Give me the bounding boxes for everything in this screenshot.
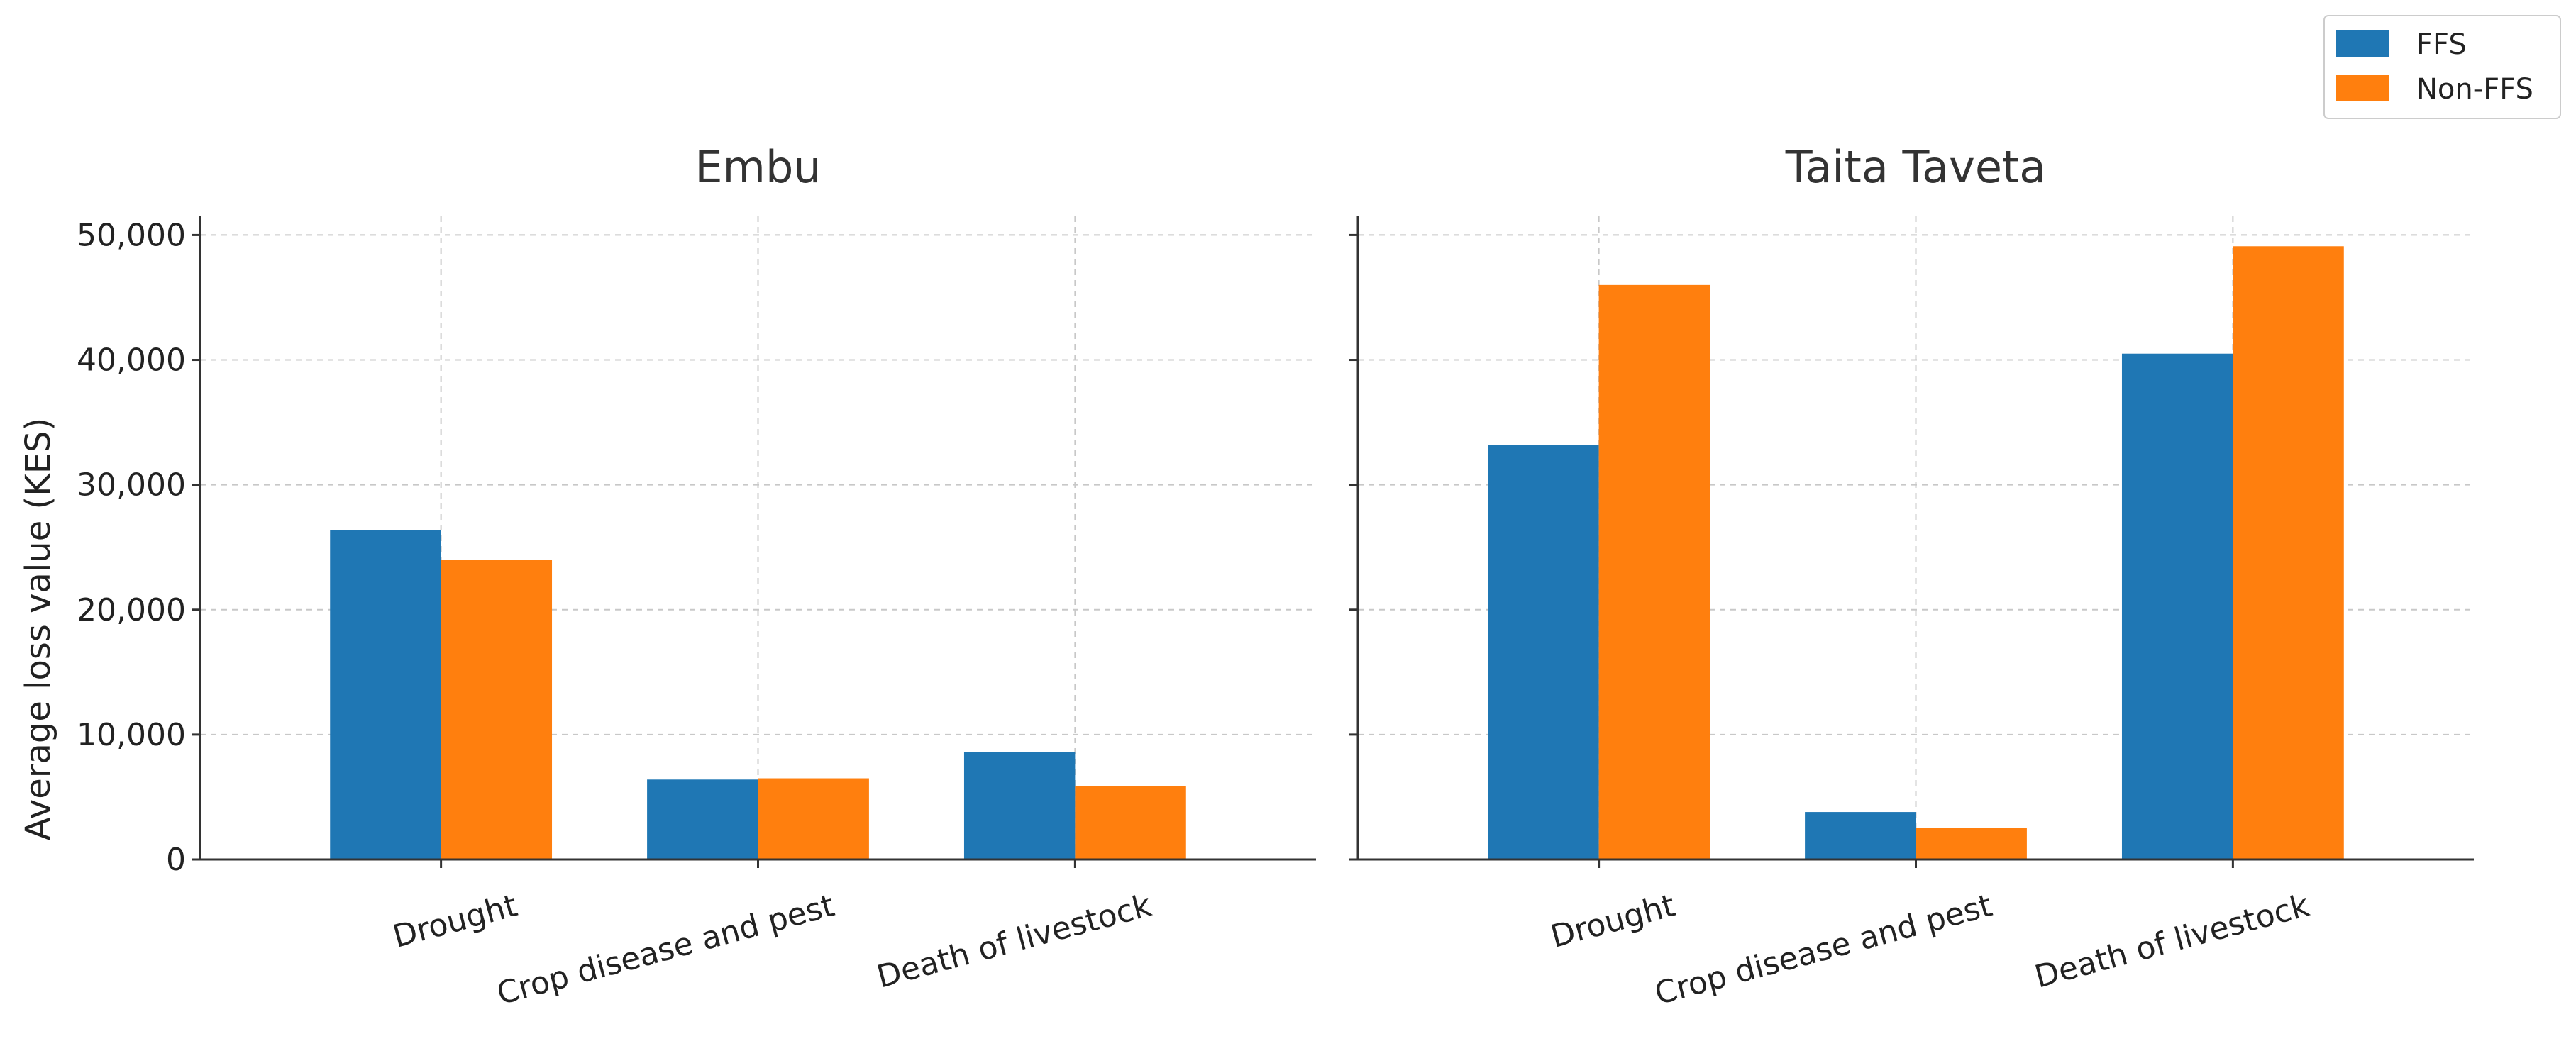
legend: FFS Non-FFS	[2323, 15, 2561, 119]
x-tick-label-crop-disease-and-pest: Crop disease and pest	[1651, 887, 1996, 1012]
bar-non-ffs-crop-disease-and-pest	[758, 778, 869, 859]
panel-title: Embu	[695, 141, 821, 193]
y-tick-label: 40,000	[77, 343, 186, 379]
bar-ffs-death-of-livestock	[963, 752, 1076, 859]
y-tick-label: 20,000	[77, 592, 186, 628]
y-tick-label: 10,000	[77, 717, 186, 753]
bar-ffs-crop-disease-and-pest	[647, 779, 758, 859]
legend-label-ffs: FFS	[2416, 28, 2467, 61]
panel-embu: 0 10,000 20,000 30,000 40,000 50,000 DroughtCr…	[77, 141, 1316, 1012]
y-axis-label: Average loss value (KES)	[18, 418, 58, 840]
bar-ffs-crop-disease-and-pest	[1805, 812, 1916, 859]
bar-non-ffs-death-of-livestock	[1075, 786, 1186, 859]
x-tick-label-death-of-livestock: Death of livestock	[2031, 887, 2314, 995]
legend-label-non-ffs: Non-FFS	[2416, 73, 2533, 106]
x-tick-label-death-of-livestock: Death of livestock	[873, 887, 1156, 995]
x-tick-label-crop-disease-and-pest: Crop disease and pest	[493, 887, 838, 1012]
bar-ffs-drought	[1488, 445, 1599, 859]
bar-non-ffs-crop-disease-and-pest	[1916, 828, 2027, 859]
x-tick-label-drought: Drought	[1547, 887, 1679, 955]
y-tick-label: 50,000	[77, 217, 186, 253]
bar-ffs-drought	[330, 530, 441, 859]
legend-swatch-ffs	[2336, 30, 2389, 57]
y-tick-label: 0	[166, 842, 186, 878]
y-tick-label: 30,000	[77, 467, 186, 503]
bar-ffs-death-of-livestock	[2121, 353, 2233, 859]
panel-title: Taita Taveta	[1785, 141, 2047, 193]
legend-swatch-non-ffs	[2336, 75, 2389, 101]
x-tick-label-drought: Drought	[389, 887, 521, 955]
bar-non-ffs-death-of-livestock	[2233, 246, 2344, 860]
bar-non-ffs-drought	[441, 560, 553, 859]
bar-non-ffs-drought	[1598, 284, 1710, 859]
